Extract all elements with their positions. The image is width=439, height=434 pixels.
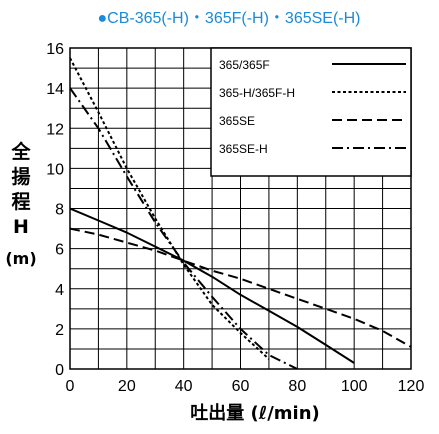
x-tick-label: 40 — [175, 378, 193, 395]
y-axis-label-part: 全 — [10, 140, 31, 163]
legend-label: 365-H/365F-H — [219, 86, 295, 100]
y-tick-label: 14 — [46, 81, 64, 98]
x-tick-label: 80 — [288, 378, 306, 395]
y-axis-label-part: (m) — [5, 249, 36, 268]
chart-title: ●CB-365(-H)・365F(-H)・365SE(-H) — [97, 10, 360, 27]
y-tick-label: 4 — [55, 282, 64, 299]
y-tick-label: 12 — [46, 121, 64, 138]
y-axis-label-part: H — [13, 216, 29, 238]
x-tick-label: 0 — [66, 378, 75, 395]
x-tick-label: 20 — [118, 378, 136, 395]
series-line-2 — [70, 57, 270, 360]
x-axis-label: 吐出量 (ℓ/min) — [190, 402, 320, 424]
legend-box — [210, 47, 412, 177]
y-axis-label-part: 程 — [11, 191, 30, 213]
plot-series — [70, 57, 411, 369]
legend: 365/365F 365-H/365F-H 365SE 365SE-H — [210, 47, 412, 177]
y-tick-label: 10 — [46, 161, 64, 178]
y-tick-label: 8 — [55, 202, 64, 219]
legend-label: 365SE — [219, 114, 255, 128]
x-tick-label: 100 — [341, 378, 368, 395]
y-tick-label: 16 — [46, 41, 64, 58]
axes: 0 20 40 60 80 100 120 0 2 4 6 8 10 12 14 16 — [46, 41, 424, 395]
y-axis-label-part: 揚 — [11, 165, 30, 188]
y-tick-label: 0 — [55, 362, 64, 379]
y-tick-label: 6 — [55, 242, 64, 259]
series-line-4 — [70, 87, 298, 369]
legend-label: 365/365F — [219, 58, 270, 72]
x-tick-label: 120 — [398, 378, 425, 395]
series-line-1 — [70, 207, 355, 364]
x-tick-label: 60 — [232, 378, 250, 395]
y-tick-label: 2 — [55, 322, 64, 339]
legend-label: 365SE-H — [219, 142, 268, 156]
